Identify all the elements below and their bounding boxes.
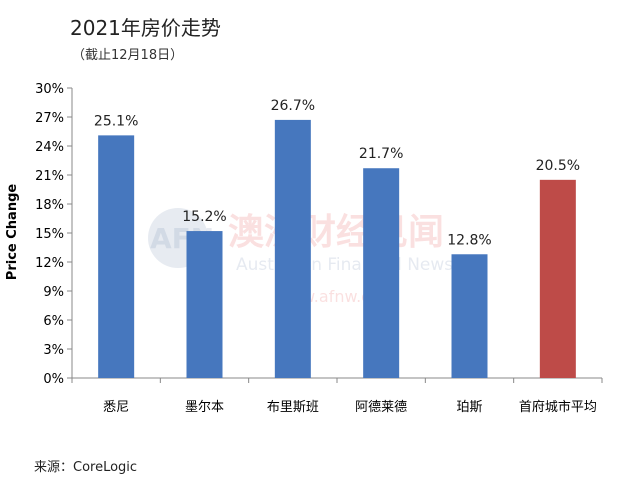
data-label: 20.5% — [536, 158, 580, 174]
y-tick-label: 12% — [35, 256, 64, 271]
y-tick-label: 30% — [35, 82, 64, 97]
source-note: 来源：CoreLogic — [34, 460, 138, 475]
x-tick-label: 阿德莱德 — [355, 400, 407, 415]
data-label: 21.7% — [359, 146, 403, 162]
y-tick-label: 15% — [35, 227, 64, 242]
bar — [98, 135, 135, 378]
x-tick-label: 墨尔本 — [185, 400, 224, 415]
chart-title: 2021年房价走势 — [70, 16, 221, 40]
x-tick-label: 布里斯班 — [267, 400, 319, 415]
bars — [98, 119, 576, 379]
data-label: 15.2% — [182, 209, 226, 225]
x-tick-label: 首府城市平均 — [519, 399, 597, 415]
bar — [274, 119, 311, 379]
x-tick-label: 珀斯 — [456, 400, 482, 415]
watermark-en: Australian Financial News — [236, 255, 453, 275]
axes: 0% 3% 6% 9% 12% 15% 18% 21% 24% 27% 30% 悉尼 墨尔本 布里斯班 阿德… — [35, 82, 603, 415]
y-tick-label: 9% — [43, 285, 64, 300]
data-labels: 25.1% 15.2% 26.7% 21.7% 12.8% 20.5% — [94, 98, 580, 248]
y-tick-label: 6% — [43, 314, 64, 329]
bar — [451, 254, 488, 378]
y-tick-label: 24% — [35, 140, 64, 155]
y-axis-label: Price Change — [5, 184, 20, 281]
y-tick-label: 3% — [43, 343, 64, 358]
data-label: 12.8% — [447, 232, 491, 248]
data-label: 26.7% — [271, 98, 315, 114]
y-tick-label: 18% — [35, 198, 64, 213]
y-tick-label: 27% — [35, 111, 64, 126]
watermark-cn: 澳洲财经见闻 — [228, 212, 444, 253]
y-tick-label: 0% — [43, 372, 64, 387]
y-tick-label: 21% — [35, 169, 64, 184]
bar — [186, 231, 223, 378]
data-label: 25.1% — [94, 113, 138, 129]
chart-subtitle: （截止12月18日） — [72, 48, 184, 63]
bar — [363, 168, 400, 378]
bar — [539, 179, 576, 378]
x-tick-label: 悉尼 — [103, 400, 129, 415]
